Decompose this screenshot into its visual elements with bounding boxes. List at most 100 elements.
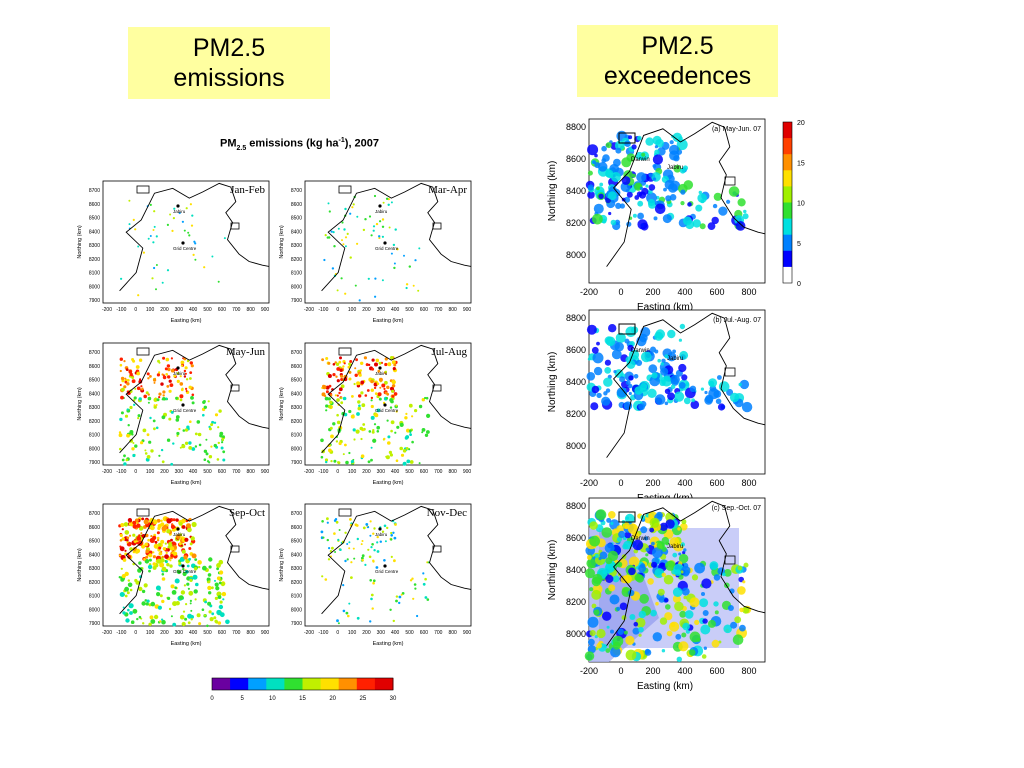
emission-blob — [208, 565, 212, 569]
emission-blob — [143, 583, 148, 588]
exceedence-blob — [638, 633, 642, 637]
exceedence-blob — [674, 391, 685, 402]
emission-blob — [344, 559, 347, 563]
emission-blob — [322, 385, 327, 390]
exceedence-xlabel: Easting (km) — [637, 681, 693, 692]
exceedence-blob — [711, 639, 720, 648]
emissions-xtick-label: 500 — [405, 307, 414, 313]
exceedence-blob — [657, 147, 666, 156]
emission-blob — [134, 387, 137, 390]
exceedence-blob — [605, 169, 614, 178]
exceedence-blob — [624, 524, 629, 529]
emission-blob — [348, 541, 351, 544]
emission-blob — [144, 559, 150, 564]
emission-blob — [327, 374, 332, 378]
lake-outline — [432, 545, 442, 553]
emission-blob — [138, 586, 143, 592]
exceedence-blob — [679, 610, 687, 618]
exceedence-blob — [593, 366, 603, 376]
emissions-label-box: PM2.5 emissions — [128, 27, 330, 99]
emission-blob — [404, 436, 409, 440]
emission-blob — [166, 518, 172, 524]
emission-blob — [329, 426, 333, 430]
lake-outline — [230, 545, 240, 553]
emission-blob — [384, 362, 388, 367]
emission-blob — [196, 613, 201, 618]
emissions-xtick-label: -200 — [304, 469, 314, 475]
emission-blob — [166, 529, 171, 534]
emission-blob — [187, 231, 190, 234]
emission-blob — [371, 430, 375, 434]
emission-blob — [404, 416, 408, 420]
colorbar-tick-label: 0 — [210, 696, 214, 702]
emission-blob — [131, 379, 136, 384]
exceedence-ytick-label: 8400 — [566, 186, 586, 196]
exceedence-blob — [654, 203, 666, 215]
exceedence-blob — [639, 186, 644, 190]
emission-blob — [217, 621, 222, 625]
exceedence-ytick-label: 8000 — [566, 441, 586, 451]
exceedence-blob — [617, 628, 624, 635]
emissions-ytick-label: 8400 — [89, 391, 100, 397]
emission-blob — [367, 548, 370, 551]
emission-blob — [183, 555, 188, 560]
emission-blob — [327, 404, 332, 409]
emission-blob — [339, 356, 342, 360]
emission-blob — [327, 202, 330, 205]
exceedence-blob — [718, 206, 728, 216]
exceedence-blob — [587, 170, 593, 176]
emission-blob — [328, 547, 331, 550]
exceedence-ytick-label: 8800 — [566, 313, 586, 323]
emission-blob — [146, 372, 150, 376]
emissions-xtick-label: 900 — [463, 307, 472, 313]
emission-blob — [131, 376, 135, 379]
emission-blob — [175, 396, 178, 400]
coastline — [119, 182, 270, 292]
emission-blob — [119, 592, 125, 597]
emissions-xtick-label: 100 — [348, 469, 357, 475]
emission-blob — [330, 434, 334, 439]
emission-blob — [172, 622, 177, 627]
emission-blob — [391, 384, 396, 388]
emission-blob — [164, 554, 169, 559]
exceedence-blob — [605, 648, 611, 653]
emission-blob — [191, 447, 196, 451]
colorbar-segment — [338, 678, 358, 690]
emission-blob — [411, 440, 414, 444]
emission-blob — [179, 398, 183, 402]
emission-blob — [216, 567, 220, 571]
emission-blob — [322, 536, 325, 539]
emission-blob — [342, 453, 345, 456]
emission-blob — [118, 554, 122, 557]
exceedence-blob — [596, 392, 602, 399]
emissions-xtick-label: 0 — [336, 307, 339, 313]
emission-blob — [149, 615, 154, 620]
emission-blob — [158, 542, 162, 546]
emission-blob — [156, 518, 161, 523]
emission-blob — [370, 593, 374, 597]
emission-blob — [166, 269, 170, 272]
emission-blob — [361, 554, 365, 558]
exceedence-blob — [678, 552, 682, 556]
exceedence-xtick-label: 600 — [709, 478, 724, 488]
emission-blob — [198, 622, 202, 626]
emission-blob — [213, 443, 217, 448]
emission-blob — [412, 597, 415, 600]
exceedence-blob — [737, 198, 746, 207]
emission-blob — [395, 404, 398, 407]
emission-blob — [171, 524, 174, 528]
emission-blob — [193, 240, 196, 243]
emission-blob — [356, 616, 360, 620]
jabiru-label: Jabiru — [667, 356, 683, 362]
emission-blob — [145, 602, 149, 606]
emission-blob — [133, 396, 137, 400]
emission-blob — [390, 555, 393, 559]
exceedence-blob — [624, 140, 631, 147]
exceedence-blob — [591, 346, 599, 354]
exceedence-blob — [617, 536, 622, 542]
exceedence-blob — [592, 352, 604, 364]
emission-blob — [160, 448, 164, 452]
emission-blob — [189, 377, 192, 380]
emission-blob — [128, 223, 131, 226]
